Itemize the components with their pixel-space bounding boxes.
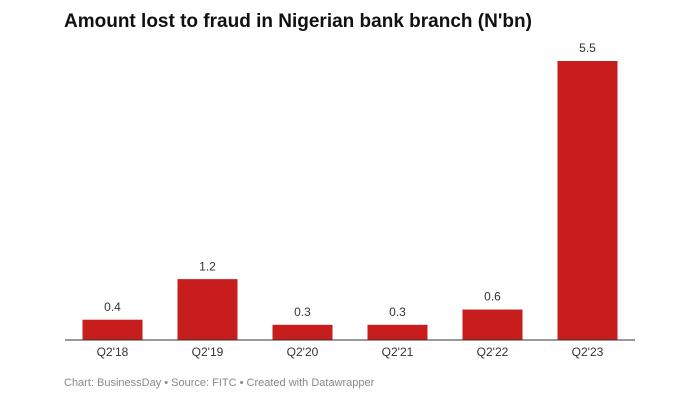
footer: Chart: BusinessDay • Source: FITC • Crea… (64, 377, 375, 389)
x-tick-label: Q2'18 (97, 345, 129, 359)
value-label: 0.3 (294, 305, 311, 319)
x-tick-label: Q2'21 (382, 345, 414, 359)
bar (177, 279, 238, 340)
bar (367, 324, 428, 340)
value-label: 0.4 (104, 300, 121, 314)
x-tick-label: Q2'22 (477, 345, 509, 359)
bar (462, 309, 523, 340)
value-label: 0.3 (389, 305, 406, 319)
x-tick-label: Q2'20 (287, 345, 319, 359)
value-label: 0.6 (484, 290, 501, 304)
x-tick-label: Q2'19 (192, 345, 224, 359)
x-tick-label: Q2'23 (572, 345, 604, 359)
value-label: 1.2 (199, 259, 216, 273)
value-label: 5.5 (579, 41, 596, 55)
bar (557, 61, 618, 340)
chart-title: Amount lost to fraud in Nigerian bank br… (64, 11, 532, 32)
bar (272, 324, 333, 340)
bar (82, 319, 143, 340)
